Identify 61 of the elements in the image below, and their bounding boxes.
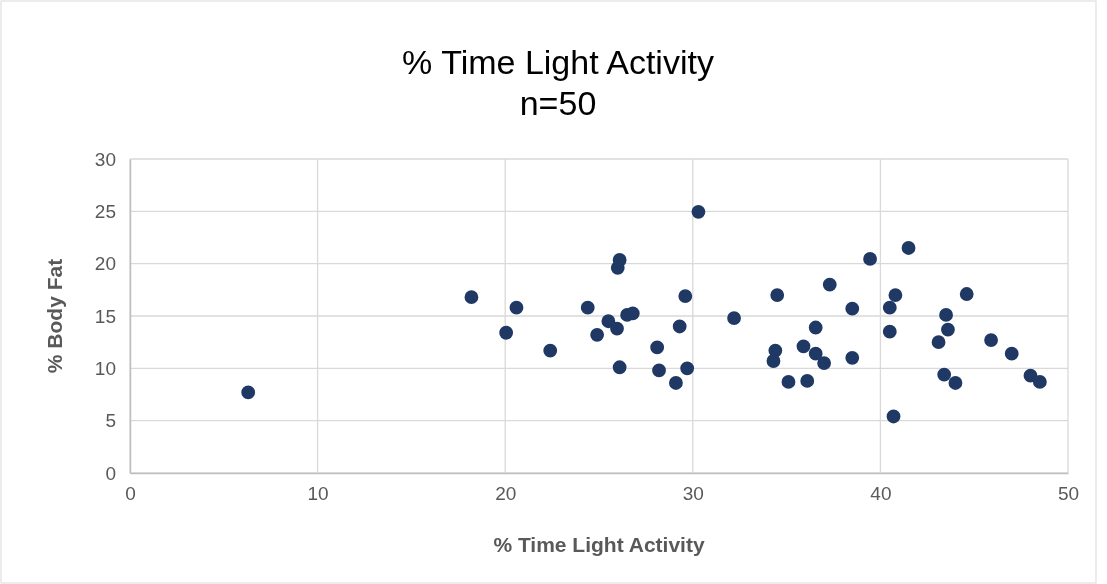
point — [610, 321, 624, 336]
point — [680, 361, 695, 376]
y-axis-title: % Body Fat — [43, 258, 66, 374]
point — [464, 290, 479, 305]
point — [939, 308, 953, 322]
x-tick-label: 20 — [495, 483, 517, 505]
point — [543, 343, 558, 358]
point — [691, 204, 706, 219]
point — [863, 252, 877, 266]
x-axis-title: % Time Light Activity — [493, 533, 705, 556]
point — [509, 300, 524, 315]
point — [612, 253, 627, 267]
point — [937, 367, 952, 382]
point — [984, 333, 998, 347]
point — [678, 289, 693, 304]
point — [781, 375, 796, 389]
point — [672, 319, 687, 334]
point — [882, 300, 897, 315]
point — [888, 288, 903, 302]
point — [845, 301, 860, 316]
y-tick-label: 20 — [94, 253, 116, 275]
point — [1032, 375, 1047, 389]
chart-title: % Time Light Activity — [402, 43, 714, 81]
y-tick-label: 30 — [94, 148, 116, 170]
point — [817, 356, 832, 370]
point — [796, 339, 811, 354]
chart-subtitle: n=50 — [519, 84, 597, 122]
point — [770, 288, 785, 302]
y-tick-label: 5 — [105, 410, 116, 432]
point — [959, 287, 974, 301]
y-tick-label: 10 — [94, 357, 116, 379]
point — [845, 350, 860, 365]
point — [650, 340, 665, 355]
y-tick-label: 0 — [105, 462, 116, 484]
point — [580, 300, 595, 315]
point — [941, 322, 955, 337]
x-tick-label: 40 — [870, 483, 892, 505]
point — [612, 360, 627, 375]
point — [800, 374, 815, 388]
x-tick-label: 10 — [307, 483, 329, 505]
y-tick-label: 15 — [94, 305, 116, 327]
point — [808, 346, 823, 361]
point — [590, 327, 605, 342]
point — [669, 376, 683, 390]
point — [948, 376, 963, 390]
x-tick-label: 0 — [125, 483, 136, 505]
point — [808, 320, 823, 335]
point — [727, 311, 741, 325]
point — [766, 354, 781, 368]
point — [652, 363, 666, 378]
point — [822, 277, 837, 292]
x-tick-label: 30 — [682, 483, 704, 505]
point — [886, 409, 901, 424]
point — [901, 241, 916, 255]
point — [241, 385, 256, 400]
point — [882, 324, 897, 339]
point — [499, 325, 514, 340]
point — [931, 335, 946, 350]
x-tick-label: 50 — [1057, 483, 1080, 505]
y-tick-label: 25 — [94, 200, 116, 222]
point — [1004, 346, 1019, 361]
